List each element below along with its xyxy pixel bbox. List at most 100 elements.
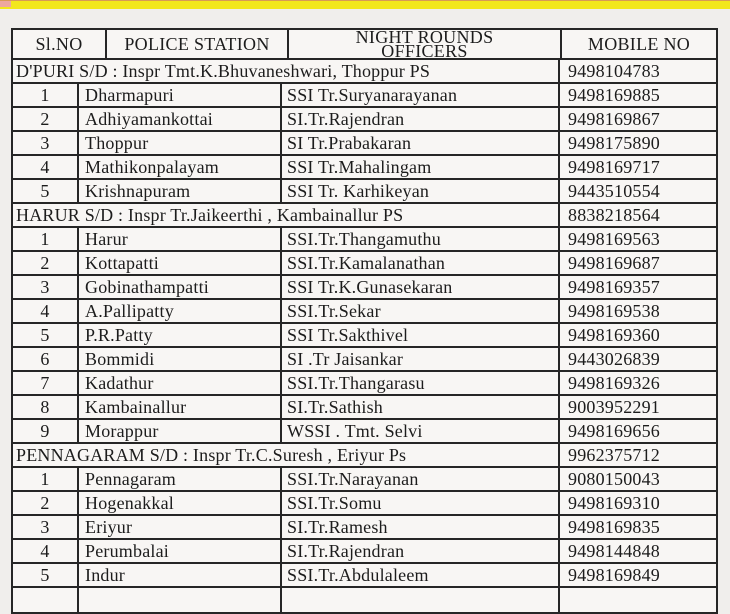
table-row: 2 Hogenakkal SSI.Tr.Somu 9498169310 [13,492,716,516]
row-mobile-no: 9498169849 [568,564,660,585]
row-officer-name: SI.Tr.Ramesh [282,516,560,538]
section-title: PENNAGARAM S/D : Inspr Tr.C.Suresh , Eri… [13,444,560,466]
table-row: 3 Gobinathampatti SSI Tr.K.Gunasekaran 9498… [13,276,716,300]
row-police-station: Krishnapuram [79,180,282,202]
row-police-station [79,588,282,612]
row-sl-no: 1 [13,228,79,250]
row-mobile-no: 9498169717 [568,156,660,177]
row-sl-no: 5 [13,180,79,202]
table-row: 9 Morappur WSSI . Tmt. Selvi 9498169656 [13,420,716,444]
section-title: HARUR S/D : Inspr Tr.Jaikeerthi , Kambai… [13,204,560,226]
row-sl-no: 7 [13,372,79,394]
table-body: D'PURI S/D : Inspr Tmt.K.Bhuvaneshwari, … [13,60,716,612]
row-officer-name: SSI Tr.Mahalingam [282,156,560,178]
row-police-station: Thoppur [79,132,282,154]
header-police-station-label: POLICE STATION [124,33,270,54]
row-sl-no: 3 [13,132,79,154]
night-rounds-officers-table: Sl.NO POLICE STATION NIGHT ROUNDS OFFICE… [11,28,718,614]
row-sl-no [13,588,79,612]
row-officer-name [282,588,560,612]
row-mobile-no: 9498169867 [568,108,660,129]
row-sl-no: 2 [13,252,79,274]
row-mobile-no: 9498169687 [568,252,660,273]
row-mobile-no [560,588,716,612]
section-mobile-no: 8838218564 [568,204,660,225]
row-sl-no: 4 [13,300,79,322]
row-police-station: Dharmapuri [79,84,282,106]
row-sl-no: 8 [13,396,79,418]
table-row: 2 Adhiyamankottai SI.Tr.Rajendran 949816986… [13,108,716,132]
row-mobile-no: 9498169326 [568,372,660,393]
top-banner [0,0,730,9]
header-mobile-no: MOBILE NO [562,30,716,58]
header-officers-line1: NIGHT ROUNDS [355,30,494,47]
row-mobile-no: 9498169563 [568,228,660,249]
header-sl-no-label: Sl.NO [35,33,83,54]
row-police-station: Morappur [79,420,282,442]
row-police-station: Kadathur [79,372,282,394]
banner-accent-corner [0,1,11,7]
row-police-station: Adhiyamankottai [79,108,282,130]
header-mobile-no-label: MOBILE NO [587,33,691,54]
row-sl-no: 2 [13,108,79,130]
row-officer-name: SSI.Tr.Thangamuthu [282,228,560,250]
row-officer-name: WSSI . Tmt. Selvi [282,420,560,442]
row-police-station: Harur [79,228,282,250]
row-officer-name: SSI Tr. Karhikeyan [282,180,560,202]
table-row: 8 Kambainallur SI.Tr.Sathish 9003952291 [13,396,716,420]
row-officer-name: SI Tr.Prabakaran [282,132,560,154]
row-officer-name: SI.Tr.Rajendran [282,540,560,562]
row-police-station: Perumbalai [79,540,282,562]
row-sl-no: 6 [13,348,79,370]
row-mobile-no: 9498169885 [568,84,660,105]
row-sl-no: 2 [13,492,79,514]
table-row: 3 Thoppur SI Tr.Prabakaran 9498175890 [13,132,716,156]
partial-clipped-row [13,588,716,612]
row-sl-no: 5 [13,324,79,346]
row-mobile-no: 9003952291 [568,396,660,417]
table-row: 7 Kadathur SSI.Tr.Thangarasu 9498169326 [13,372,716,396]
section-header-row: PENNAGARAM S/D : Inspr Tr.C.Suresh , Eri… [13,444,716,468]
row-mobile-no: 9498169357 [568,276,660,297]
section-header-row: HARUR S/D : Inspr Tr.Jaikeerthi , Kambai… [13,204,716,228]
row-mobile-no: 9498169835 [568,516,660,537]
row-mobile-no: 9498169360 [568,324,660,345]
row-sl-no: 5 [13,564,79,586]
table-row: 5 Krishnapuram SSI Tr. Karhikeyan 944351055… [13,180,716,204]
row-officer-name: SSI.Tr.Thangarasu [282,372,560,394]
section-title: D'PURI S/D : Inspr Tmt.K.Bhuvaneshwari, … [13,60,560,82]
row-officer-name: SSI.Tr.Kamalanathan [282,252,560,274]
row-officer-name: SSI.Tr.Abdulaleem [282,564,560,586]
table-row: 5 P.R.Patty SSI Tr.Sakthivel 9498169360 [13,324,716,348]
row-mobile-no: 9498175890 [568,132,660,153]
row-police-station: Kottapatti [79,252,282,274]
table-row: 3 Eriyur SI.Tr.Ramesh 9498169835 [13,516,716,540]
row-sl-no: 4 [13,540,79,562]
row-mobile-no: 9080150043 [568,468,660,489]
row-officer-name: SSI Tr.Sakthivel [282,324,560,346]
row-sl-no: 9 [13,420,79,442]
row-police-station: Indur [79,564,282,586]
row-sl-no: 4 [13,156,79,178]
row-officer-name: SI.Tr.Rajendran [282,108,560,130]
row-officer-name: SSI Tr.Suryanarayanan [282,84,560,106]
table-header-row: Sl.NO POLICE STATION NIGHT ROUNDS OFFICE… [13,30,716,60]
table-row: 1 Harur SSI.Tr.Thangamuthu 9498169563 [13,228,716,252]
row-police-station: Mathikonpalayam [79,156,282,178]
row-mobile-no: 9443026839 [568,348,660,369]
row-mobile-no: 9443510554 [568,180,660,201]
table-row: 1 Pennagaram SSI.Tr.Narayanan 9080150043 [13,468,716,492]
row-police-station: A.Pallipatty [79,300,282,322]
header-police-station: POLICE STATION [107,30,289,58]
row-mobile-no: 9498169656 [568,420,660,441]
section-mobile-no: 9962375712 [568,444,660,465]
section-header-row: D'PURI S/D : Inspr Tmt.K.Bhuvaneshwari, … [13,60,716,84]
table-row: 6 Bommidi SI .Tr Jaisankar 9443026839 [13,348,716,372]
row-officer-name: SI .Tr Jaisankar [282,348,560,370]
row-officer-name: SI.Tr.Sathish [282,396,560,418]
table-row: 4 Mathikonpalayam SSI Tr.Mahalingam 9498169… [13,156,716,180]
row-police-station: Gobinathampatti [79,276,282,298]
row-sl-no: 3 [13,516,79,538]
row-officer-name: SSI.Tr.Narayanan [282,468,560,490]
row-police-station: Eriyur [79,516,282,538]
